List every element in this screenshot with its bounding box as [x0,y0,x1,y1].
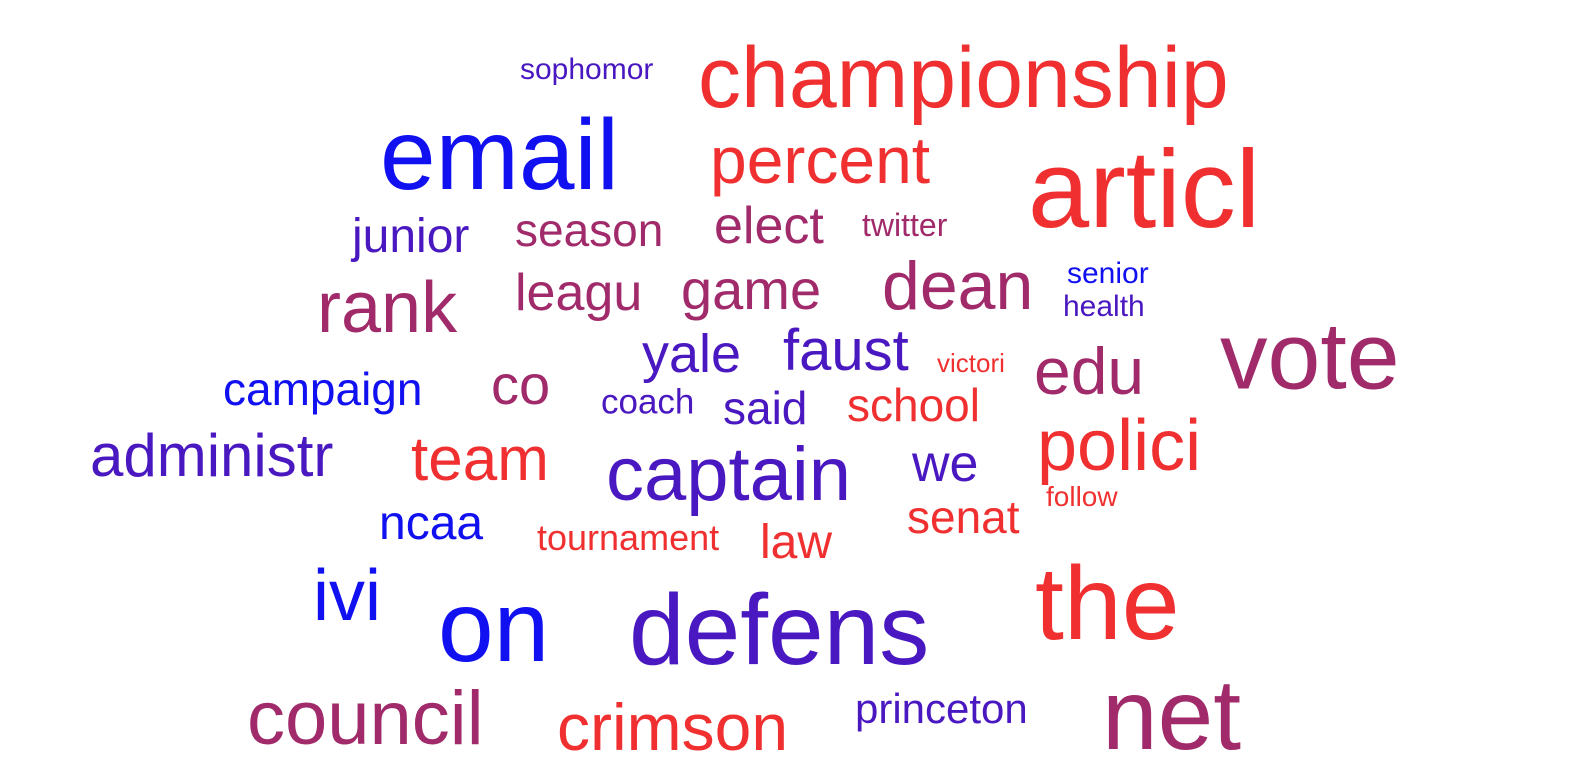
word-rank: rank [317,268,458,348]
word-twitter: twitter [862,207,948,243]
word-edu: edu [1034,334,1145,408]
word-law: law [760,516,833,569]
word-dean: dean [882,248,1034,324]
word-articl: articl [1028,128,1261,251]
word-defens: defens [629,574,930,686]
word-health: health [1063,290,1145,323]
word-faust: faust [783,318,909,383]
word-the: the [1035,546,1180,662]
word-ncaa: ncaa [379,497,484,550]
word-leagu: leagu [515,264,643,322]
word-percent: percent [710,123,931,197]
word-follow: follow [1046,481,1118,512]
word-senat: senat [907,491,1020,543]
word-sophomor: sophomor [520,53,654,86]
word-campaign: campaign [223,363,423,415]
word-we: we [912,435,979,493]
word-senior: senior [1067,257,1149,290]
word-crimson: crimson [557,690,789,764]
word-coach: coach [601,382,695,422]
word-vote: vote [1220,303,1400,410]
word-elect: elect [714,197,824,255]
word-captain: captain [606,432,852,517]
word-championship: championship [698,30,1229,126]
word-yale: yale [642,324,742,384]
word-game: game [681,258,822,321]
word-princeton: princeton [855,685,1028,732]
word-junior: junior [352,210,470,263]
word-co: co [491,353,551,416]
word-ivi: ivi [313,556,381,636]
word-said: said [723,382,808,434]
word-polici: polici [1037,406,1202,486]
word-team: team [411,425,549,494]
word-net: net [1102,659,1242,771]
word-victori: victori [937,348,1005,378]
word-tournament: tournament [537,517,720,558]
word-email: email [380,99,619,211]
word-school: school [847,379,980,431]
word-on: on [438,571,550,683]
word-season: season [515,204,664,256]
word-council: council [247,676,484,761]
word-administr: administr [90,422,334,489]
